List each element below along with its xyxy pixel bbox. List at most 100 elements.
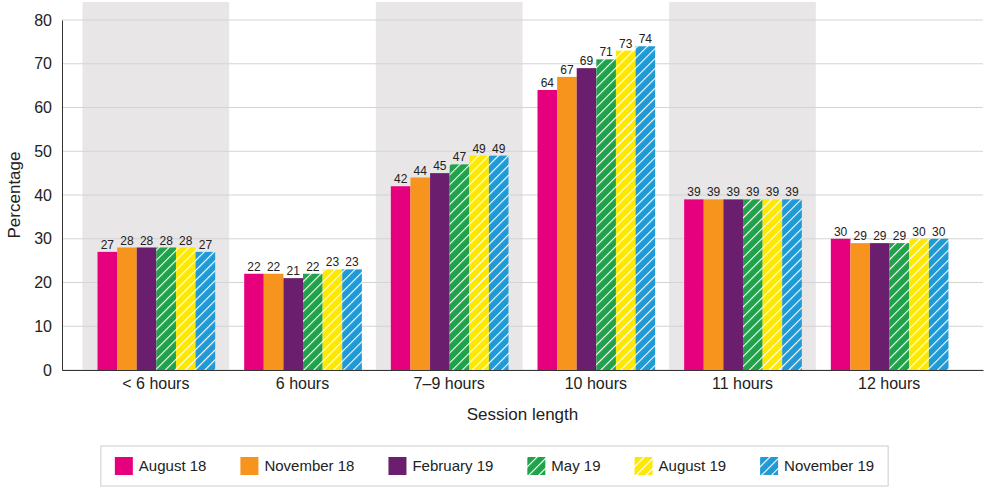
y-tick: 70 [34, 55, 62, 72]
bar [430, 173, 450, 370]
legend-swatch [240, 457, 258, 475]
bar [929, 239, 949, 370]
data-label: 22 [306, 260, 320, 274]
grid-line [62, 20, 983, 21]
bar [244, 274, 264, 370]
data-label: 47 [453, 150, 467, 164]
data-label: 39 [726, 185, 740, 199]
x-tick-label: 11 hours [712, 375, 773, 392]
bar [342, 269, 362, 370]
data-label: 45 [433, 159, 447, 173]
legend-label: November 18 [264, 457, 354, 474]
y-tick: 60 [34, 99, 62, 116]
data-label: 29 [873, 229, 887, 243]
bar [538, 90, 558, 370]
y-tick: 30 [34, 230, 62, 247]
bar [850, 243, 870, 370]
data-label: 69 [580, 54, 594, 68]
data-label: 22 [267, 260, 281, 274]
data-label: 23 [345, 255, 359, 269]
legend: August 18November 18February 19May 19Aug… [101, 446, 888, 486]
grid-line [62, 151, 983, 152]
category-band [83, 2, 230, 370]
x-tick: 11 hours [712, 370, 773, 392]
data-label: 49 [492, 142, 506, 156]
x-tick: 10 hours [565, 370, 627, 392]
legend-label: August 18 [139, 457, 207, 474]
data-label: 39 [766, 185, 780, 199]
bar [489, 156, 509, 370]
legend-item: February 19 [388, 457, 493, 475]
y-tick-label: 80 [34, 12, 52, 29]
x-tick: 7–9 hours [414, 370, 485, 392]
legend-item: November 18 [240, 457, 354, 475]
bar [323, 269, 343, 370]
y-tick: 80 [34, 12, 62, 29]
bar [156, 248, 176, 371]
bar [117, 248, 137, 371]
bar [264, 274, 284, 370]
category-band [669, 2, 816, 370]
bars [98, 46, 949, 370]
bar [577, 68, 597, 370]
y-axis-line [62, 21, 63, 371]
bar [870, 243, 890, 370]
bar [704, 199, 724, 370]
legend-frame [101, 446, 888, 486]
bar [391, 186, 411, 370]
data-label: 27 [101, 238, 115, 252]
x-axis: < 6 hours 6 hours 7–9 hours 10 hours 11 hour… [63, 370, 984, 392]
x-tick-label: 10 hours [565, 375, 627, 392]
legend-label: February 19 [412, 457, 493, 474]
data-labels: 2722426439302822446739292821456939292822… [101, 32, 946, 278]
y-tick-label: 70 [34, 55, 52, 72]
data-label: 28 [120, 234, 134, 248]
bar [176, 248, 196, 371]
data-label: 27 [199, 238, 213, 252]
legend-item: August 18 [115, 457, 207, 475]
x-tick: < 6 hours [122, 370, 189, 392]
data-label: 28 [159, 234, 173, 248]
y-tick-label: 10 [34, 318, 52, 335]
y-tick-label: 40 [34, 187, 52, 204]
y-tick: 40 [34, 187, 62, 204]
y-tick: 0 [43, 362, 62, 379]
x-tick: 6 hours [276, 370, 329, 392]
bar [890, 243, 910, 370]
bar [303, 274, 323, 370]
grid-line [62, 195, 983, 196]
bar [450, 164, 470, 370]
legend-swatch [527, 457, 545, 475]
y-tick-label: 30 [34, 230, 52, 247]
legend-swatch [115, 457, 133, 475]
bar [782, 199, 802, 370]
bar [684, 199, 704, 370]
data-label: 39 [687, 185, 701, 199]
y-tick-label: 50 [34, 143, 52, 160]
legend-swatch [388, 457, 406, 475]
bar [137, 248, 157, 371]
legend-item: November 19 [760, 457, 874, 475]
category-band [376, 2, 523, 370]
legend-swatch [760, 457, 778, 475]
grid-line [62, 63, 983, 64]
data-label: 29 [854, 229, 868, 243]
bar [831, 239, 851, 370]
x-axis-title: Session length [467, 405, 579, 424]
x-axis-line [63, 370, 984, 371]
x-tick-label: < 6 hours [122, 375, 189, 392]
y-tick: 20 [34, 274, 62, 291]
y-tick: 10 [34, 318, 62, 335]
data-label: 28 [179, 234, 193, 248]
bar [469, 156, 489, 370]
bar [743, 199, 763, 370]
data-label: 39 [746, 185, 760, 199]
bar [596, 59, 616, 370]
data-label: 67 [560, 63, 574, 77]
data-label: 73 [619, 37, 633, 51]
x-tick-label: 7–9 hours [414, 375, 485, 392]
y-tick-label: 0 [43, 362, 52, 379]
bar [196, 252, 216, 370]
y-tick-label: 20 [34, 274, 52, 291]
data-label: 30 [834, 225, 848, 239]
